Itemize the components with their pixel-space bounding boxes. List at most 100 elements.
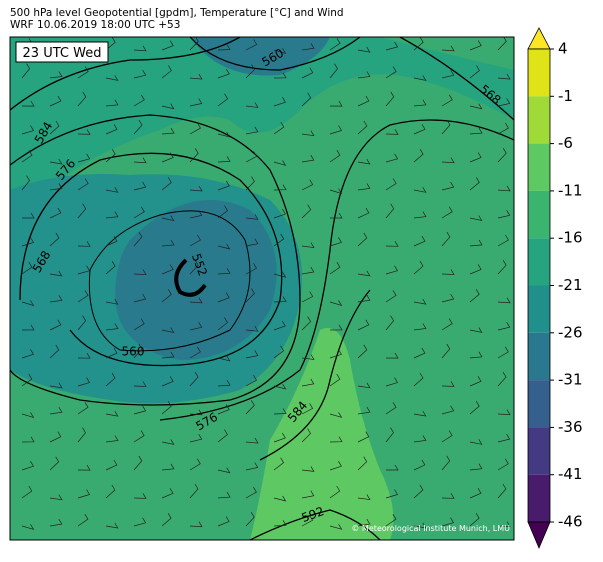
wind-barb: [413, 522, 427, 529]
wind-barb: [497, 73, 511, 80]
colorbar-tick-label: 4: [558, 40, 568, 58]
wind-barb: [49, 183, 63, 191]
wind-barb: [441, 181, 455, 191]
wind-barb: [357, 295, 371, 303]
wind-barb: [217, 93, 229, 107]
wind-barb: [497, 346, 509, 359]
wind-barb: [245, 400, 255, 415]
wind-barb: [189, 409, 203, 416]
wind-barb: [330, 212, 343, 219]
wind-barb: [161, 152, 174, 163]
wind-barb: [329, 436, 343, 443]
wind-barb: [105, 410, 119, 417]
colorbar-segment: [528, 285, 550, 333]
wind-barb: [413, 323, 427, 331]
wind-barb: [385, 402, 397, 415]
wind-barb: [273, 320, 286, 331]
wind-barb: [301, 378, 315, 387]
wind-barb: [301, 428, 311, 443]
wind-barb: [441, 119, 451, 135]
wind-barb: [441, 231, 451, 247]
wind-barb: [301, 179, 314, 191]
wind-barb: [301, 354, 315, 360]
colorbar-segment: [528, 96, 550, 144]
wind-barb: [49, 456, 60, 471]
wind-barb: [49, 431, 62, 443]
wind-barb: [77, 178, 89, 191]
colorbar-segment: [528, 427, 550, 475]
wind-barb: [217, 156, 231, 163]
wind-barb: [357, 232, 368, 247]
wind-barb: [357, 494, 371, 501]
wind-barb: [469, 65, 480, 79]
wind-barb: [161, 103, 175, 110]
wind-barb: [21, 150, 33, 163]
wind-barb: [329, 100, 343, 107]
wind-barb: [105, 149, 116, 163]
wind-barb: [301, 130, 315, 137]
colorbar-tick-label: -21: [558, 276, 583, 294]
wind-barb: [245, 238, 259, 247]
wind-barb: [301, 403, 314, 415]
wind-barb: [413, 187, 427, 193]
wind-barb: [217, 205, 228, 219]
wind-barb: [441, 206, 453, 219]
wind-barb: [385, 514, 397, 527]
wind-barb: [329, 150, 341, 163]
wind-barb: [273, 432, 286, 443]
wind-barb: [273, 233, 285, 247]
wind-barb: [105, 323, 119, 331]
wind-barb: [385, 153, 399, 163]
wind-barb: [77, 377, 91, 387]
wind-barb: [189, 458, 201, 471]
wind-barb: [77, 315, 87, 331]
wind-barb: [245, 288, 255, 303]
wind-barb: [21, 436, 35, 443]
time-label-box: [15, 41, 109, 63]
wind-barb: [245, 263, 257, 275]
wind-barb: [273, 72, 287, 79]
wind-barb: [217, 380, 231, 387]
wind-barb: [497, 37, 507, 51]
wind-barb: [105, 347, 118, 359]
wind-barb: [413, 37, 424, 51]
wind-barb: [22, 212, 35, 219]
wind-barb: [385, 489, 399, 499]
wind-barb: [21, 237, 35, 247]
wind-barb: [189, 521, 203, 528]
wind-barb: [217, 44, 231, 51]
wind-barb: [21, 125, 35, 135]
wind-barb: [49, 382, 63, 389]
wind-barb: [245, 486, 257, 499]
wind-barb: [441, 94, 453, 107]
wind-barb: [469, 215, 483, 222]
wind-barb: [77, 353, 91, 359]
wind-barb: [161, 376, 174, 387]
wind-barb: [301, 490, 315, 499]
wind-barb: [105, 372, 116, 387]
wind-barb: [441, 45, 455, 52]
wind-barb: [189, 122, 201, 135]
colorbar-extend: [527, 27, 551, 50]
wind-barb: [105, 75, 119, 81]
wind-barb: [21, 485, 33, 499]
wind-barb: [105, 435, 119, 443]
wind-barb: [161, 327, 175, 334]
colorbar-segment: [528, 474, 550, 522]
field-region: [190, 37, 330, 76]
colorbar-segment: [528, 190, 550, 239]
wind-barb: [49, 270, 63, 277]
wind-barb: [357, 95, 370, 107]
wind-barb: [497, 234, 509, 247]
wind-barb: [413, 260, 424, 275]
wind-barb: [385, 66, 397, 79]
wind-barb: [189, 234, 201, 247]
wind-barb: [21, 373, 33, 387]
subtitle: WRF 10.06.2019 18:00 UTC +53: [10, 19, 180, 31]
wind-barb: [441, 157, 455, 164]
wind-barb: [21, 63, 31, 79]
wind-barb: [133, 430, 145, 443]
wind-barb: [301, 92, 312, 107]
wind-barb: [21, 324, 35, 331]
wind-barb: [329, 485, 341, 499]
